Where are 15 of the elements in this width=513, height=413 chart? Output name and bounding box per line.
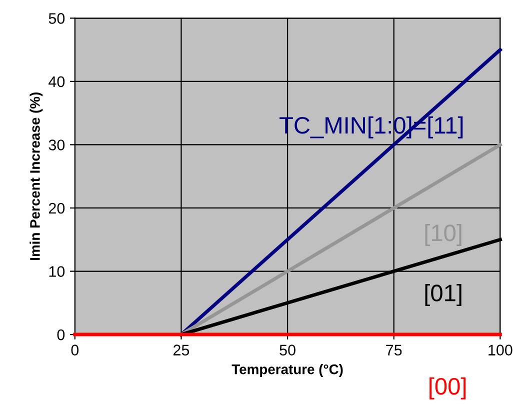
x-tick-label: 50	[280, 344, 296, 356]
y-tick-label: 20	[48, 202, 65, 214]
series-label: [01]	[425, 284, 462, 306]
y-tick-label: 50	[48, 13, 65, 24]
y-tick-label: 10	[49, 266, 65, 277]
y-axis-title: Imin Percent Increase (%)	[30, 92, 43, 260]
x-tick-label: 100	[488, 344, 512, 356]
y-tick-label: 30	[48, 140, 65, 150]
x-tick-label: 0	[71, 344, 79, 356]
y-tick-label: 0	[57, 329, 65, 340]
x-axis-title: Temperature (°C)	[232, 364, 343, 377]
series-label: [00]	[430, 377, 466, 400]
y-tick-label: 40	[48, 76, 65, 88]
x-tick-label: 75	[386, 344, 402, 356]
x-tick-label: 25	[173, 344, 190, 356]
